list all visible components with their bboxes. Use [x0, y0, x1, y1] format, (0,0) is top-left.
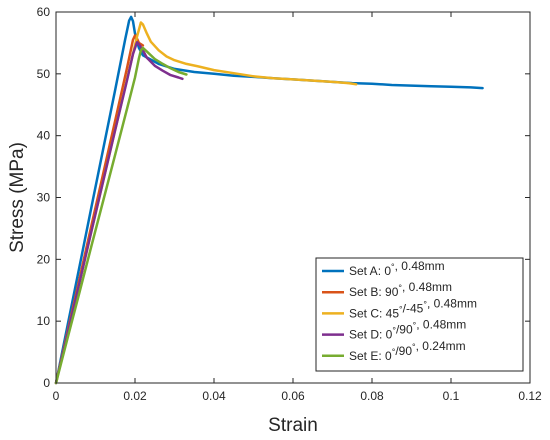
- legend-text-part: °: [423, 299, 427, 309]
- series-line-set-d: [54, 41, 184, 385]
- x-tick-label: 0: [53, 389, 60, 403]
- legend-text-part: Set D: 0: [349, 328, 393, 342]
- legend-entry-set-e: Set E: 0°/90°, 0.24mm: [349, 339, 466, 363]
- legend-text-part: , 0.48mm: [427, 296, 477, 310]
- legend-text-part: °: [392, 326, 396, 336]
- x-tick-label: 0.12: [518, 389, 542, 403]
- legend-entry-set-a: Set A: 0°, 0.48mm: [349, 259, 445, 278]
- series-line-set-e: [54, 46, 188, 385]
- legend-text-part: Set B: 90: [349, 285, 399, 299]
- y-tick-label: 0: [43, 376, 50, 390]
- y-tick-label: 50: [37, 67, 51, 81]
- legend-entry-set-b: Set B: 90°, 0.48mm: [349, 280, 452, 299]
- legend-text-part: °: [412, 342, 416, 352]
- legend-text-part: , 0.48mm: [395, 259, 445, 273]
- legend-text-part: °: [391, 262, 395, 272]
- legend-text-part: , 0.48mm: [402, 280, 452, 294]
- legend-box: [315, 257, 524, 372]
- legend-text-part: Set E: 0: [349, 349, 392, 363]
- x-tick-label: 0.02: [123, 389, 147, 403]
- legend-text-part: °: [399, 304, 403, 314]
- series-layer: [54, 15, 484, 385]
- legend-text-part: , 0.24mm: [416, 339, 466, 353]
- legend-text-part: °: [398, 283, 402, 293]
- y-tick-label: 40: [37, 129, 51, 143]
- legend-text-part: /90: [395, 344, 412, 358]
- x-axis-label: Strain: [268, 415, 318, 436]
- ticks-layer: 0 0.02 0.04 0.06 0.08 0.1 0.12 0 10 20 30 40 50 60: [37, 5, 542, 403]
- legend-text-part: , 0.48mm: [416, 318, 466, 332]
- legend-text-part: Set A: 0: [349, 264, 391, 278]
- y-tick-label: 30: [37, 191, 51, 205]
- legend-entry-set-d: Set D: 0°/90°, 0.48mm: [349, 318, 466, 342]
- x-tick-label: 0.06: [281, 389, 305, 403]
- legend-entry-set-c: Set C: 45°/-45°, 0.48mm: [349, 296, 477, 320]
- y-tick-label: 60: [37, 5, 51, 19]
- legend-text-part: °: [413, 321, 417, 331]
- legend-text-part: /-45: [403, 301, 424, 315]
- x-tick-label: 0.1: [443, 389, 460, 403]
- x-tick-label: 0.04: [202, 389, 226, 403]
- legend-text-part: Set C: 45: [349, 306, 399, 320]
- y-axis-label: Stress (MPa): [7, 142, 28, 253]
- x-tick-label: 0.08: [360, 389, 384, 403]
- y-tick-label: 20: [37, 252, 51, 266]
- legend-text-part: °: [392, 347, 396, 357]
- legend-text-part: /90: [396, 323, 413, 337]
- series-line-set-a: [54, 15, 484, 385]
- y-tick-label: 10: [37, 314, 51, 328]
